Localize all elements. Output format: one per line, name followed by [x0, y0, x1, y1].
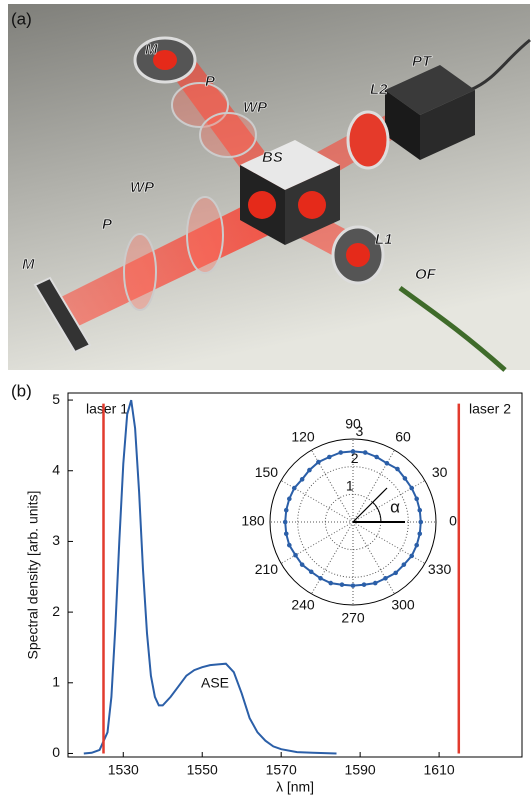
series-label: laser 1	[86, 401, 128, 417]
x-tick-label: 1550	[187, 762, 218, 778]
x-tick-label: 1610	[424, 762, 455, 778]
polar-point	[300, 477, 305, 482]
y-tick-label: 0	[52, 744, 60, 760]
component-label: P	[205, 73, 216, 90]
polar-point	[338, 450, 343, 455]
series-label: ASE	[201, 675, 229, 691]
polar-point	[287, 497, 292, 502]
panel-label: (a)	[11, 9, 32, 28]
theta-tick-label: 180	[241, 513, 265, 529]
component-label: L1	[375, 231, 393, 248]
polar-point	[351, 583, 356, 588]
polar-point	[351, 449, 356, 454]
setup-illustration	[8, 4, 530, 370]
theta-tick-label: 240	[291, 597, 315, 613]
theta-tick-label: 330	[428, 561, 452, 577]
x-axis-label: λ [nm]	[276, 779, 314, 795]
polar-point	[327, 455, 332, 460]
polar-point	[402, 562, 407, 567]
polar-point	[409, 554, 414, 559]
y-tick-label: 2	[52, 603, 60, 619]
polar-point	[414, 543, 419, 548]
polar-point	[340, 582, 345, 587]
y-tick-label: 3	[52, 532, 60, 548]
panel-label: (b)	[11, 381, 32, 400]
y-axis-label: Spectral density [arb. units]	[25, 491, 41, 660]
polar-point	[300, 562, 305, 567]
polar-point	[373, 581, 378, 586]
polar-point	[395, 467, 400, 472]
figure: (a) M P WP BS L2 PT WP P M L1 OF (b) λ […	[0, 0, 532, 801]
polar-point	[409, 486, 414, 491]
x-tick-label: 1530	[108, 762, 139, 778]
polar-point	[414, 497, 419, 502]
polar-point	[363, 450, 368, 455]
polar-point	[284, 508, 289, 513]
component-label: BS	[262, 149, 283, 166]
polar-point	[393, 571, 398, 576]
x-tick-label: 1570	[266, 762, 297, 778]
polar-point	[418, 520, 423, 525]
polar-point	[316, 460, 321, 465]
r-tick-label: 3	[356, 423, 364, 439]
polar-point	[374, 455, 379, 460]
polar-point	[328, 581, 333, 586]
theta-tick-label: 60	[395, 429, 411, 445]
series-label: laser 2	[469, 401, 511, 417]
polar-point	[362, 582, 367, 587]
polar-point	[307, 468, 312, 473]
component-label: WP	[130, 179, 155, 196]
theta-tick-label: 210	[255, 561, 279, 577]
polar-point	[417, 508, 422, 513]
component-label: PT	[412, 53, 433, 70]
component-label: L2	[370, 81, 388, 98]
polar-point	[383, 576, 388, 581]
polar-point	[403, 476, 408, 481]
theta-tick-label: 300	[391, 597, 415, 613]
polar-point	[318, 576, 323, 581]
component-label: OF	[415, 266, 437, 283]
polar-point	[309, 570, 314, 575]
component-label: WP	[243, 99, 268, 116]
page: (a) M P WP BS L2 PT WP P M L1 OF (b) λ […	[0, 0, 532, 801]
y-tick-label: 5	[52, 391, 60, 407]
theta-tick-label: 30	[432, 464, 448, 480]
x-tick-label: 1590	[345, 762, 376, 778]
polar-point	[287, 543, 292, 548]
r-tick-label: 1	[346, 477, 354, 493]
polar-point	[385, 461, 390, 466]
component-label: M	[22, 256, 35, 273]
theta-tick-label: 0	[449, 513, 457, 529]
y-tick-label: 1	[52, 673, 60, 689]
polar-point	[417, 531, 422, 536]
theta-tick-label: 150	[255, 464, 279, 480]
polar-point	[292, 486, 297, 491]
polar-point	[284, 531, 289, 536]
theta-tick-label: 120	[291, 429, 315, 445]
y-tick-label: 4	[52, 461, 60, 477]
angle-label: α	[390, 497, 400, 516]
component-label: P	[102, 216, 113, 233]
polar-point	[283, 520, 288, 525]
polar-point	[293, 553, 298, 558]
theta-tick-label: 270	[341, 610, 365, 626]
component-label: M	[145, 41, 158, 58]
